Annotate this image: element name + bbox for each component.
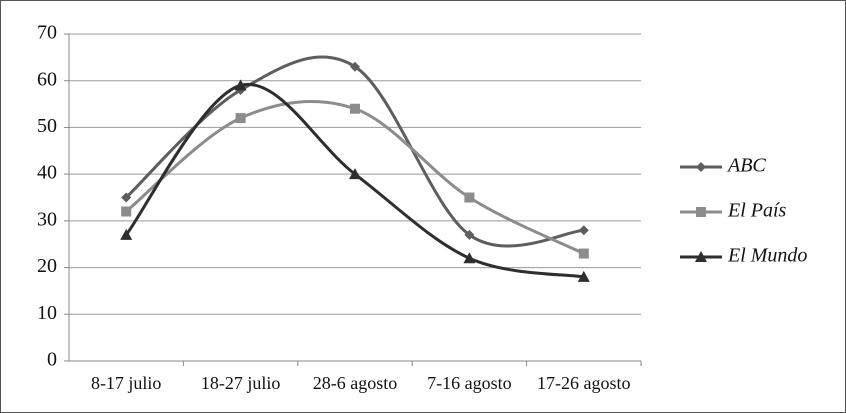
marker-diamond	[696, 162, 706, 172]
marker-diamond	[464, 229, 475, 240]
x-tick-label: 28-6 agosto	[313, 373, 398, 393]
y-tick-label: 0	[47, 349, 57, 371]
marker-square	[350, 103, 360, 114]
marker-triangle	[234, 79, 247, 91]
marker-triangle	[577, 270, 590, 282]
y-tick-label: 20	[37, 255, 57, 277]
marker-square	[464, 192, 475, 203]
marker-diamond	[578, 225, 589, 236]
y-tick-label: 10	[37, 302, 57, 324]
x-tick-label: 8-17 julio	[91, 373, 162, 393]
x-tick-label: 17-26 agosto	[537, 373, 631, 393]
x-tick-label: 18-27 julio	[201, 373, 281, 393]
marker-square	[578, 248, 589, 259]
y-tick-label: 60	[37, 68, 57, 90]
marker-triangle	[463, 252, 476, 264]
y-tick-label: 50	[37, 115, 57, 137]
x-tick-label: 7-16 agosto	[427, 373, 512, 393]
y-tick-label: 30	[37, 208, 57, 230]
legend-label: El Mundo	[727, 245, 807, 267]
marker-triangle	[349, 168, 361, 180]
marker-triangle	[120, 228, 133, 240]
y-tick-label: 40	[37, 162, 57, 184]
legend-label: El País	[727, 200, 787, 222]
y-tick-label: 70	[37, 22, 57, 44]
marker-square	[121, 206, 132, 217]
legend-label: ABC	[726, 155, 766, 177]
marker-square	[696, 207, 706, 217]
series-line	[125, 82, 585, 279]
marker-square	[235, 113, 246, 124]
marker-diamond	[121, 192, 132, 203]
marker-diamond	[350, 61, 360, 72]
marker-triangle	[695, 251, 707, 262]
